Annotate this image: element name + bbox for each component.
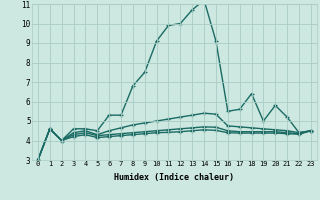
X-axis label: Humidex (Indice chaleur): Humidex (Indice chaleur): [115, 173, 234, 182]
